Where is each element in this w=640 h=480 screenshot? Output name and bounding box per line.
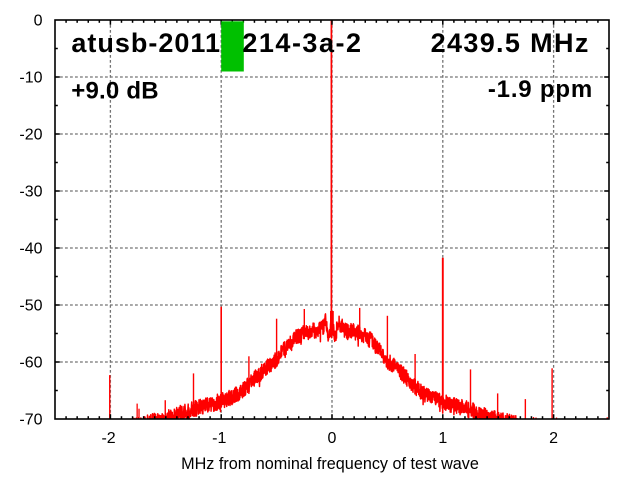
svg-text:2: 2 (549, 430, 558, 447)
svg-text:-70: -70 (19, 412, 42, 429)
svg-text:0: 0 (34, 13, 43, 30)
svg-text:-2: -2 (101, 430, 115, 447)
svg-text:-1.9 ppm: -1.9 ppm (488, 76, 593, 103)
svg-text:atusb-2011: atusb-2011 (71, 28, 221, 58)
svg-text:214-3a-2: 214-3a-2 (242, 28, 362, 58)
svg-text:MHz from nominal frequency of: MHz from nominal frequency of test wave (181, 455, 479, 473)
svg-text:-1: -1 (212, 430, 226, 447)
svg-text:-40: -40 (19, 241, 42, 258)
svg-text:-20: -20 (19, 127, 42, 144)
svg-text:1: 1 (438, 430, 447, 447)
svg-text:2439.5 MHz: 2439.5 MHz (431, 28, 590, 58)
svg-text:-50: -50 (19, 298, 42, 315)
svg-text:-30: -30 (19, 184, 42, 201)
svg-text:0: 0 (328, 430, 337, 447)
svg-text:-60: -60 (19, 355, 42, 372)
svg-text:+9.0 dB: +9.0 dB (71, 77, 158, 104)
svg-text:-10: -10 (19, 70, 42, 87)
